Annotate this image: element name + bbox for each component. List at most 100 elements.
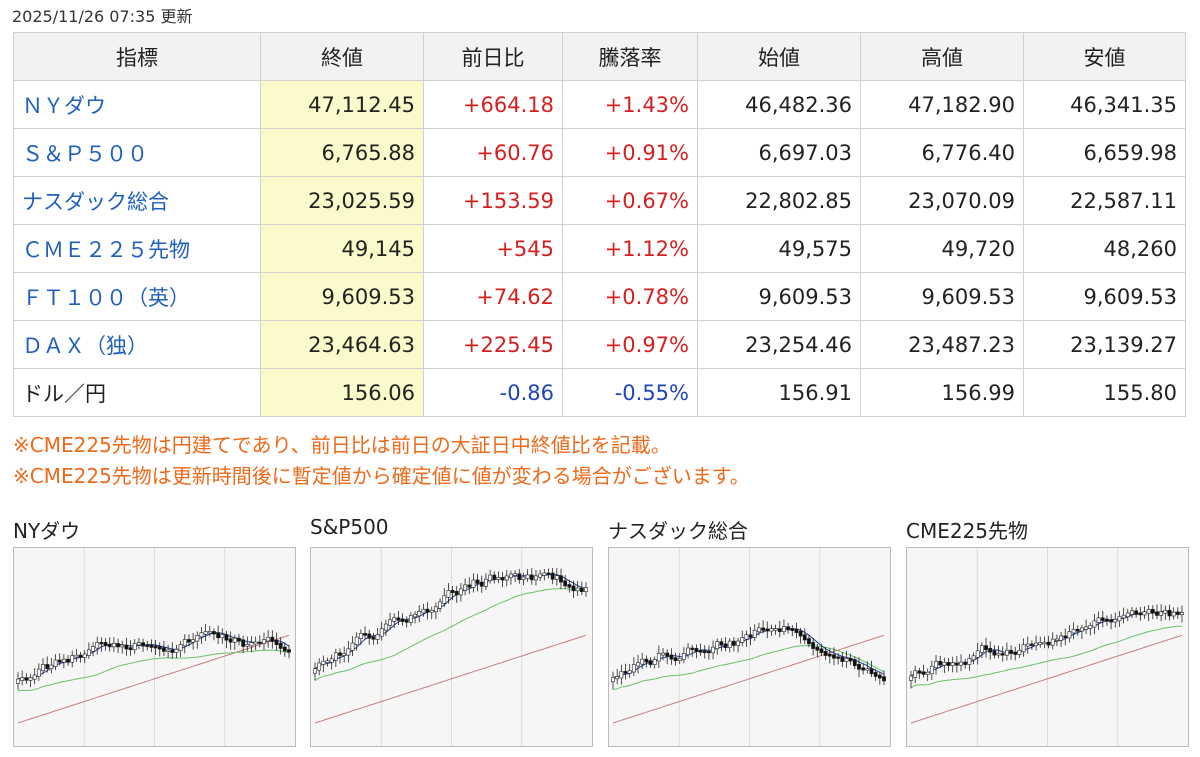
candle-body [513, 573, 518, 576]
cell-change-pct: +0.78% [562, 272, 698, 321]
header-change: 前日比 [423, 32, 563, 81]
candle-body [203, 631, 208, 635]
candle-body [41, 664, 45, 671]
candle-body [802, 634, 807, 641]
chart-thumbnail-nydow[interactable] [13, 547, 296, 747]
chart-title-cme225: CME225先物 [906, 519, 1029, 543]
candle-body [338, 652, 342, 656]
candle-body [1030, 643, 1034, 646]
table-row: ドル／円 156.06 -0.86 -0.55% 156.91 156.99 155.80 [13, 368, 1186, 417]
cell-indicator-name[interactable]: ＤＡＸ（独） [13, 320, 261, 369]
candle-body [698, 649, 703, 653]
candle-body [153, 645, 158, 649]
candle-body [857, 663, 861, 670]
candle-body [421, 608, 426, 614]
candle-body [157, 646, 162, 650]
candle-body [66, 658, 70, 663]
candle-body [82, 653, 87, 658]
candle-body [145, 644, 150, 647]
candle-body [521, 576, 526, 580]
candle-body [744, 634, 749, 640]
cell-low: 23,139.27 [1023, 320, 1186, 369]
candle-body [459, 588, 463, 596]
candle-body [1004, 649, 1009, 656]
candle-body [471, 579, 476, 588]
candle-body [363, 633, 367, 636]
update-timestamp: 2025/11/26 07:35 更新 [12, 7, 193, 26]
candle-body [1038, 642, 1043, 645]
candle-body [546, 572, 551, 575]
candle-body [967, 658, 972, 665]
candle-body [342, 653, 347, 656]
candle-body [827, 653, 832, 657]
candle-body [1113, 619, 1118, 623]
candle-body [979, 645, 984, 653]
candle-body [732, 640, 736, 646]
candle-body [1105, 618, 1109, 622]
chart-title-sp500: S&P500 [310, 515, 389, 539]
candle-body [417, 611, 422, 617]
candle-body [873, 672, 878, 677]
table-row: ＦＴ１００（英） 9,609.53 +74.62 +0.78% 9,609.53 9,60… [13, 272, 1186, 321]
candle-body [237, 637, 241, 642]
cell-open: 6,697.03 [697, 128, 861, 177]
candle-body [392, 617, 397, 622]
cell-change: -0.86 [423, 368, 563, 417]
candle-body [287, 649, 291, 653]
cell-indicator-name[interactable]: ナスダック総合 [13, 176, 261, 225]
candle-body [107, 644, 112, 648]
chart-thumbnail-sp500[interactable] [310, 547, 593, 747]
candle-body [934, 660, 938, 668]
candle-body [195, 635, 200, 642]
cell-indicator-name[interactable]: ＮＹダウ [13, 80, 261, 129]
candle-body [1021, 644, 1026, 653]
candle-body [1042, 641, 1047, 645]
candle-body [1096, 617, 1101, 623]
candle-body [1050, 638, 1055, 646]
candle-body [913, 670, 918, 678]
candle-body [325, 660, 330, 663]
candle-body [274, 639, 279, 645]
candle-body [379, 628, 384, 637]
candle-body [752, 629, 757, 638]
candle-body [224, 634, 229, 641]
candle-body [798, 630, 803, 637]
cell-high: 9,609.53 [860, 272, 1024, 321]
cell-change-pct: +0.97% [562, 320, 698, 369]
cell-change: +60.76 [423, 128, 563, 177]
candle-body [404, 619, 409, 623]
candle-body [636, 662, 640, 667]
candle-body [648, 660, 653, 665]
candle-body [53, 659, 58, 667]
candle-body [479, 581, 484, 587]
candle-body [111, 643, 116, 648]
candlestick-chart-graphic [16, 548, 291, 746]
cell-open: 156.91 [697, 368, 861, 417]
candlestick-chart-graphic [313, 548, 588, 746]
cell-indicator-name[interactable]: Ｓ＆Ｐ５００ [13, 128, 261, 177]
candle-body [794, 628, 799, 633]
candle-body [124, 644, 129, 650]
candle-body [1084, 626, 1089, 630]
candle-body [1130, 610, 1134, 615]
candle-body [1117, 616, 1122, 622]
cell-open: 49,575 [697, 224, 861, 273]
cell-close: 23,025.59 [260, 176, 424, 225]
cell-open: 9,609.53 [697, 272, 861, 321]
chart-thumbnail-nasdaq[interactable] [608, 547, 891, 747]
ma-long-line [612, 634, 885, 724]
candle-body [706, 650, 711, 654]
candle-body [1146, 609, 1151, 614]
cell-high: 47,182.90 [860, 80, 1024, 129]
cell-close: 156.06 [260, 368, 424, 417]
cell-indicator-name[interactable]: ＣＭＥ２２５先物 [13, 224, 261, 273]
cell-indicator-name[interactable]: ＦＴ１００（英） [13, 272, 261, 321]
candle-body [757, 627, 761, 633]
candle-body [228, 638, 233, 643]
candle-body [249, 642, 254, 647]
candle-body [388, 619, 392, 626]
candle-body [1142, 611, 1147, 616]
chart-thumbnail-cme225[interactable] [906, 547, 1189, 747]
candle-body [220, 634, 225, 639]
candle-body [438, 601, 442, 609]
